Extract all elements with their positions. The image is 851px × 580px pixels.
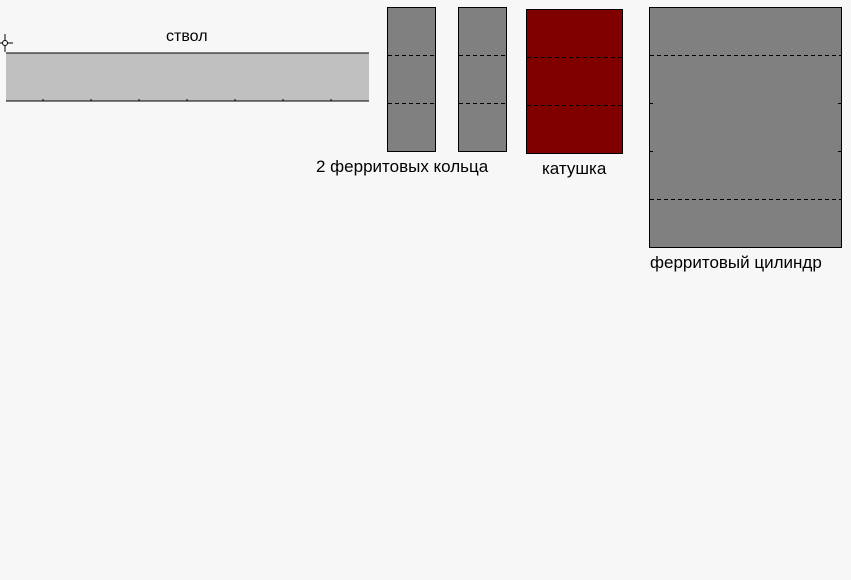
barrel-label: ствол [166,28,208,45]
crosshair-cursor-icon [0,34,13,52]
rings-label: 2 ферритовых кольца [316,157,489,176]
cylinder-label: ферритовый цилиндр [650,253,822,272]
barrel [6,52,369,102]
barrel-body [6,53,369,101]
ferrite-cylinder [649,7,842,248]
coil-label: катушка [542,159,607,178]
ferrite-ring-1 [387,7,436,152]
cylinder-tick-marks [650,103,841,152]
coil [526,9,623,154]
ferrite-ring-2 [458,7,507,152]
barrel-tick-marks [42,99,332,101]
